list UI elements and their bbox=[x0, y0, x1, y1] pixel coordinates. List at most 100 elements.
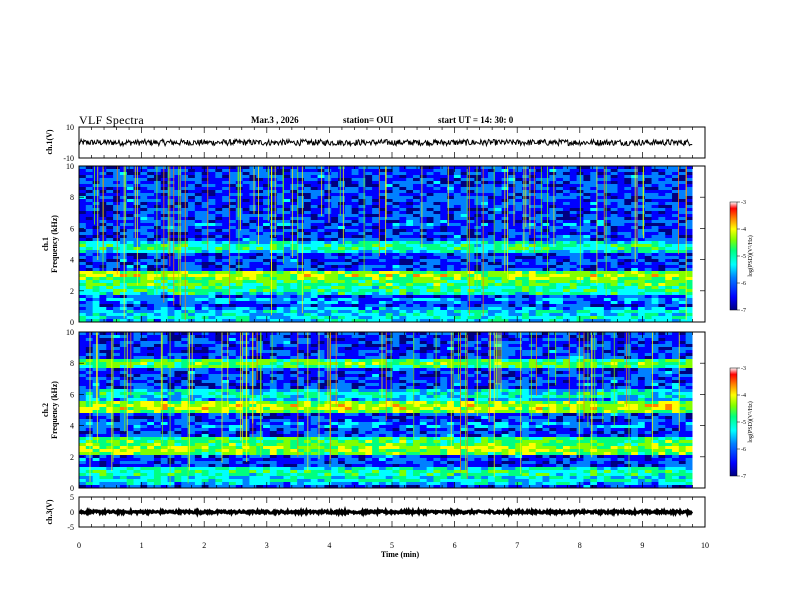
spectrogram-cell bbox=[372, 262, 380, 266]
spectrogram-cell bbox=[562, 316, 571, 320]
spectrogram-cell bbox=[447, 319, 455, 323]
spectrogram-cell bbox=[324, 277, 332, 281]
spectrogram-cell bbox=[487, 268, 496, 272]
spectrogram-cell bbox=[351, 316, 359, 320]
spectrogram-cell bbox=[310, 217, 318, 221]
spectrogram-cell bbox=[549, 169, 557, 173]
spectrogram-cell bbox=[378, 199, 387, 203]
spectrogram-cell bbox=[406, 295, 414, 299]
spectrogram-cell bbox=[153, 313, 162, 317]
spectrogram-cell bbox=[351, 283, 359, 287]
spectrogram-cell bbox=[644, 190, 652, 194]
spectrogram-cell bbox=[99, 332, 107, 336]
spectrogram-cell bbox=[331, 199, 339, 203]
spectrogram-cell bbox=[167, 338, 175, 342]
spectrogram-cell bbox=[385, 178, 393, 182]
spectrogram-cell bbox=[569, 208, 577, 212]
spectrogram-cell bbox=[174, 253, 182, 257]
spectrogram-cell bbox=[119, 313, 128, 317]
spectrogram-cell bbox=[508, 247, 516, 251]
spectrogram-cell bbox=[644, 319, 652, 323]
spectrogram-cell bbox=[167, 307, 175, 311]
spectrogram-cell bbox=[365, 277, 373, 281]
spectrogram-cell bbox=[678, 313, 687, 317]
spectrogram-cell bbox=[515, 193, 523, 197]
spectrogram-cell bbox=[549, 292, 557, 296]
spectrogram-cell bbox=[188, 178, 196, 182]
spectrogram-cell bbox=[678, 187, 687, 191]
spectrogram-cell bbox=[549, 235, 557, 239]
spectrogram-cell bbox=[624, 271, 632, 275]
spectrogram-cell bbox=[276, 214, 284, 218]
spectrogram-cell bbox=[201, 307, 209, 311]
spectrogram-cell bbox=[617, 292, 625, 296]
spectrogram-cell bbox=[153, 295, 162, 299]
spectrogram-cell bbox=[385, 316, 393, 320]
spectrogram-cell bbox=[365, 205, 373, 209]
spectrogram-cell bbox=[419, 175, 428, 179]
spectrogram-cell bbox=[556, 178, 564, 182]
spectrogram-cell bbox=[528, 193, 537, 197]
spectrogram-cell bbox=[685, 172, 693, 176]
sferic-streak bbox=[342, 166, 344, 245]
spectrogram-cell bbox=[215, 211, 223, 215]
spectrogram-cell bbox=[658, 265, 666, 269]
spectrogram-cell bbox=[501, 319, 509, 323]
spectrogram-cell bbox=[610, 283, 618, 287]
spectrogram-cell bbox=[542, 232, 550, 236]
spectrogram-cell bbox=[160, 190, 169, 194]
spectrogram-cell bbox=[358, 217, 366, 221]
spectrogram-cell bbox=[617, 332, 625, 336]
spectrogram-cell bbox=[597, 310, 605, 314]
spectrogram-cell bbox=[603, 241, 612, 245]
spectrogram-cell bbox=[338, 211, 346, 215]
spectrogram-cell bbox=[365, 214, 373, 218]
spectrogram-cell bbox=[310, 313, 318, 317]
spectrogram-cell bbox=[474, 265, 482, 269]
ch1-colorbar-label: log(PSD)(V²/Hz) bbox=[747, 235, 754, 276]
spectrogram-cell bbox=[583, 193, 591, 197]
spectrogram-cell bbox=[590, 244, 598, 248]
spectrogram-cell bbox=[263, 217, 271, 221]
spectrogram-cell bbox=[474, 202, 482, 206]
spectrogram-cell bbox=[685, 268, 693, 272]
spectrogram-cell bbox=[556, 307, 564, 311]
spectrogram-cell bbox=[542, 226, 550, 230]
spectrogram-cell bbox=[678, 280, 687, 284]
spectrogram-cell bbox=[542, 253, 550, 257]
spectrogram-cell bbox=[351, 232, 359, 236]
sferic-streak bbox=[240, 166, 241, 231]
spectrogram-cell bbox=[92, 271, 100, 275]
spectrogram-cell bbox=[467, 202, 475, 206]
spectrogram-cell bbox=[549, 223, 557, 227]
spectrogram-cell bbox=[542, 184, 550, 188]
spectrogram-cell bbox=[624, 226, 632, 230]
spectrogram-cell bbox=[481, 304, 489, 308]
spectrogram-cell bbox=[583, 310, 591, 314]
spectrogram-cell bbox=[201, 271, 209, 275]
spectrogram-cell bbox=[167, 235, 175, 239]
spectrogram-cell bbox=[160, 250, 169, 254]
spectrogram-cell bbox=[303, 187, 312, 191]
spectrogram-cell bbox=[283, 286, 291, 290]
spectrogram-cell bbox=[474, 256, 482, 260]
spectrogram-cell bbox=[460, 193, 468, 197]
spectrogram-cell bbox=[126, 199, 134, 203]
spectrogram-cell bbox=[399, 295, 407, 299]
spectrogram-cell bbox=[658, 274, 666, 278]
spectrogram-cell bbox=[385, 199, 393, 203]
spectrogram-cell bbox=[515, 307, 523, 311]
spectrogram-cell bbox=[126, 250, 134, 254]
spectrogram-cell bbox=[160, 205, 169, 209]
spectrogram-cell bbox=[188, 338, 196, 342]
spectrogram-cell bbox=[658, 220, 666, 224]
spectrogram-cell bbox=[522, 289, 530, 293]
spectrogram-cell bbox=[338, 169, 346, 173]
spectrogram-cell bbox=[303, 319, 312, 323]
spectrogram-cell bbox=[685, 295, 693, 299]
spectrogram-cell bbox=[283, 301, 291, 305]
spectrogram-cell bbox=[556, 241, 564, 245]
spectrogram-cell bbox=[92, 187, 100, 191]
spectrogram-cell bbox=[549, 280, 557, 284]
spectrogram-cell bbox=[624, 292, 632, 296]
